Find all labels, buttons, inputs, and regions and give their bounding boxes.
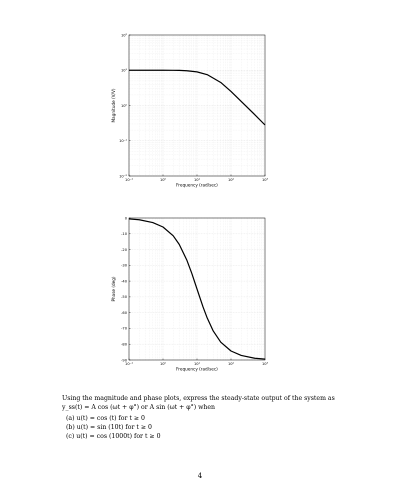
y-axis-label: Magnitude (V/V) bbox=[111, 88, 116, 122]
magnitude-plot: 10⁻¹ 10⁰ 10¹ 10² 10³10⁻²10⁻¹10⁰10¹10²Frequen… bbox=[111, 33, 269, 187]
x-tick-label: 10⁰ bbox=[160, 362, 167, 366]
y-tick-label: 10¹ bbox=[121, 69, 128, 73]
problem-item-a: (a) u(t) = cos (t) for t ≥ 0 bbox=[66, 415, 145, 423]
x-tick-label: 10³ bbox=[262, 178, 269, 182]
intro-line-1: Using the magnitude and phase plots, exp… bbox=[62, 395, 335, 402]
y-tick-label: -60 bbox=[121, 311, 128, 315]
phase-plot: 10⁻¹ 10⁰ 10¹ 10² 10³ 0 -10 -20 -30 -40 -50 -60 -70 -8… bbox=[111, 216, 269, 371]
problem-item-b: (b) u(t) = sin (10t) for t ≥ 0 bbox=[66, 424, 152, 432]
y-tick-label: -30 bbox=[121, 264, 128, 268]
x-tick-label: 10¹ bbox=[194, 178, 201, 182]
x-tick-label: 10⁰ bbox=[160, 178, 167, 182]
y-tick-label: -90 bbox=[121, 358, 128, 362]
y-tick-label: -70 bbox=[121, 327, 128, 331]
series-line bbox=[129, 69, 266, 126]
problem-item-c: (c) u(t) = cos (1000t) for t ≥ 0 bbox=[66, 433, 161, 441]
y-tick-label: -10 bbox=[121, 232, 128, 236]
problem-intro: Using the magnitude and phase plots, exp… bbox=[62, 395, 362, 412]
y-tick-label: 0 bbox=[125, 216, 128, 220]
y-tick-label: 10⁰ bbox=[121, 104, 128, 108]
x-tick-label: 10³ bbox=[262, 362, 269, 366]
y-tick-label: -80 bbox=[121, 343, 128, 347]
x-tick-label: 10¹ bbox=[194, 362, 201, 366]
x-axis-label: Frequency (rad/sec) bbox=[176, 183, 218, 188]
y-tick-label: -40 bbox=[121, 279, 128, 283]
y-axis-label: Phase (deg) bbox=[111, 276, 116, 301]
x-tick-label: 10² bbox=[228, 178, 235, 182]
y-tick-label: -20 bbox=[121, 248, 128, 252]
x-axis-label: Frequency (rad/sec) bbox=[176, 367, 218, 372]
x-tick-label: 10² bbox=[228, 362, 235, 366]
problem-text: Using the magnitude and phase plots, exp… bbox=[62, 395, 362, 441]
x-tick-label: 10⁻¹ bbox=[125, 362, 133, 366]
intro-line-2: y_ss(t) = A cos (ωt + φ°) or A sin (ωt +… bbox=[62, 403, 216, 411]
y-tick-label: 10⁻² bbox=[119, 174, 127, 178]
y-tick-label: 10² bbox=[121, 33, 128, 37]
x-tick-label: 10⁻¹ bbox=[125, 178, 133, 182]
y-tick-label: -50 bbox=[121, 295, 128, 299]
series-line bbox=[128, 218, 266, 360]
y-tick-label: 10⁻¹ bbox=[119, 139, 127, 143]
page-number: 4 bbox=[197, 472, 203, 480]
